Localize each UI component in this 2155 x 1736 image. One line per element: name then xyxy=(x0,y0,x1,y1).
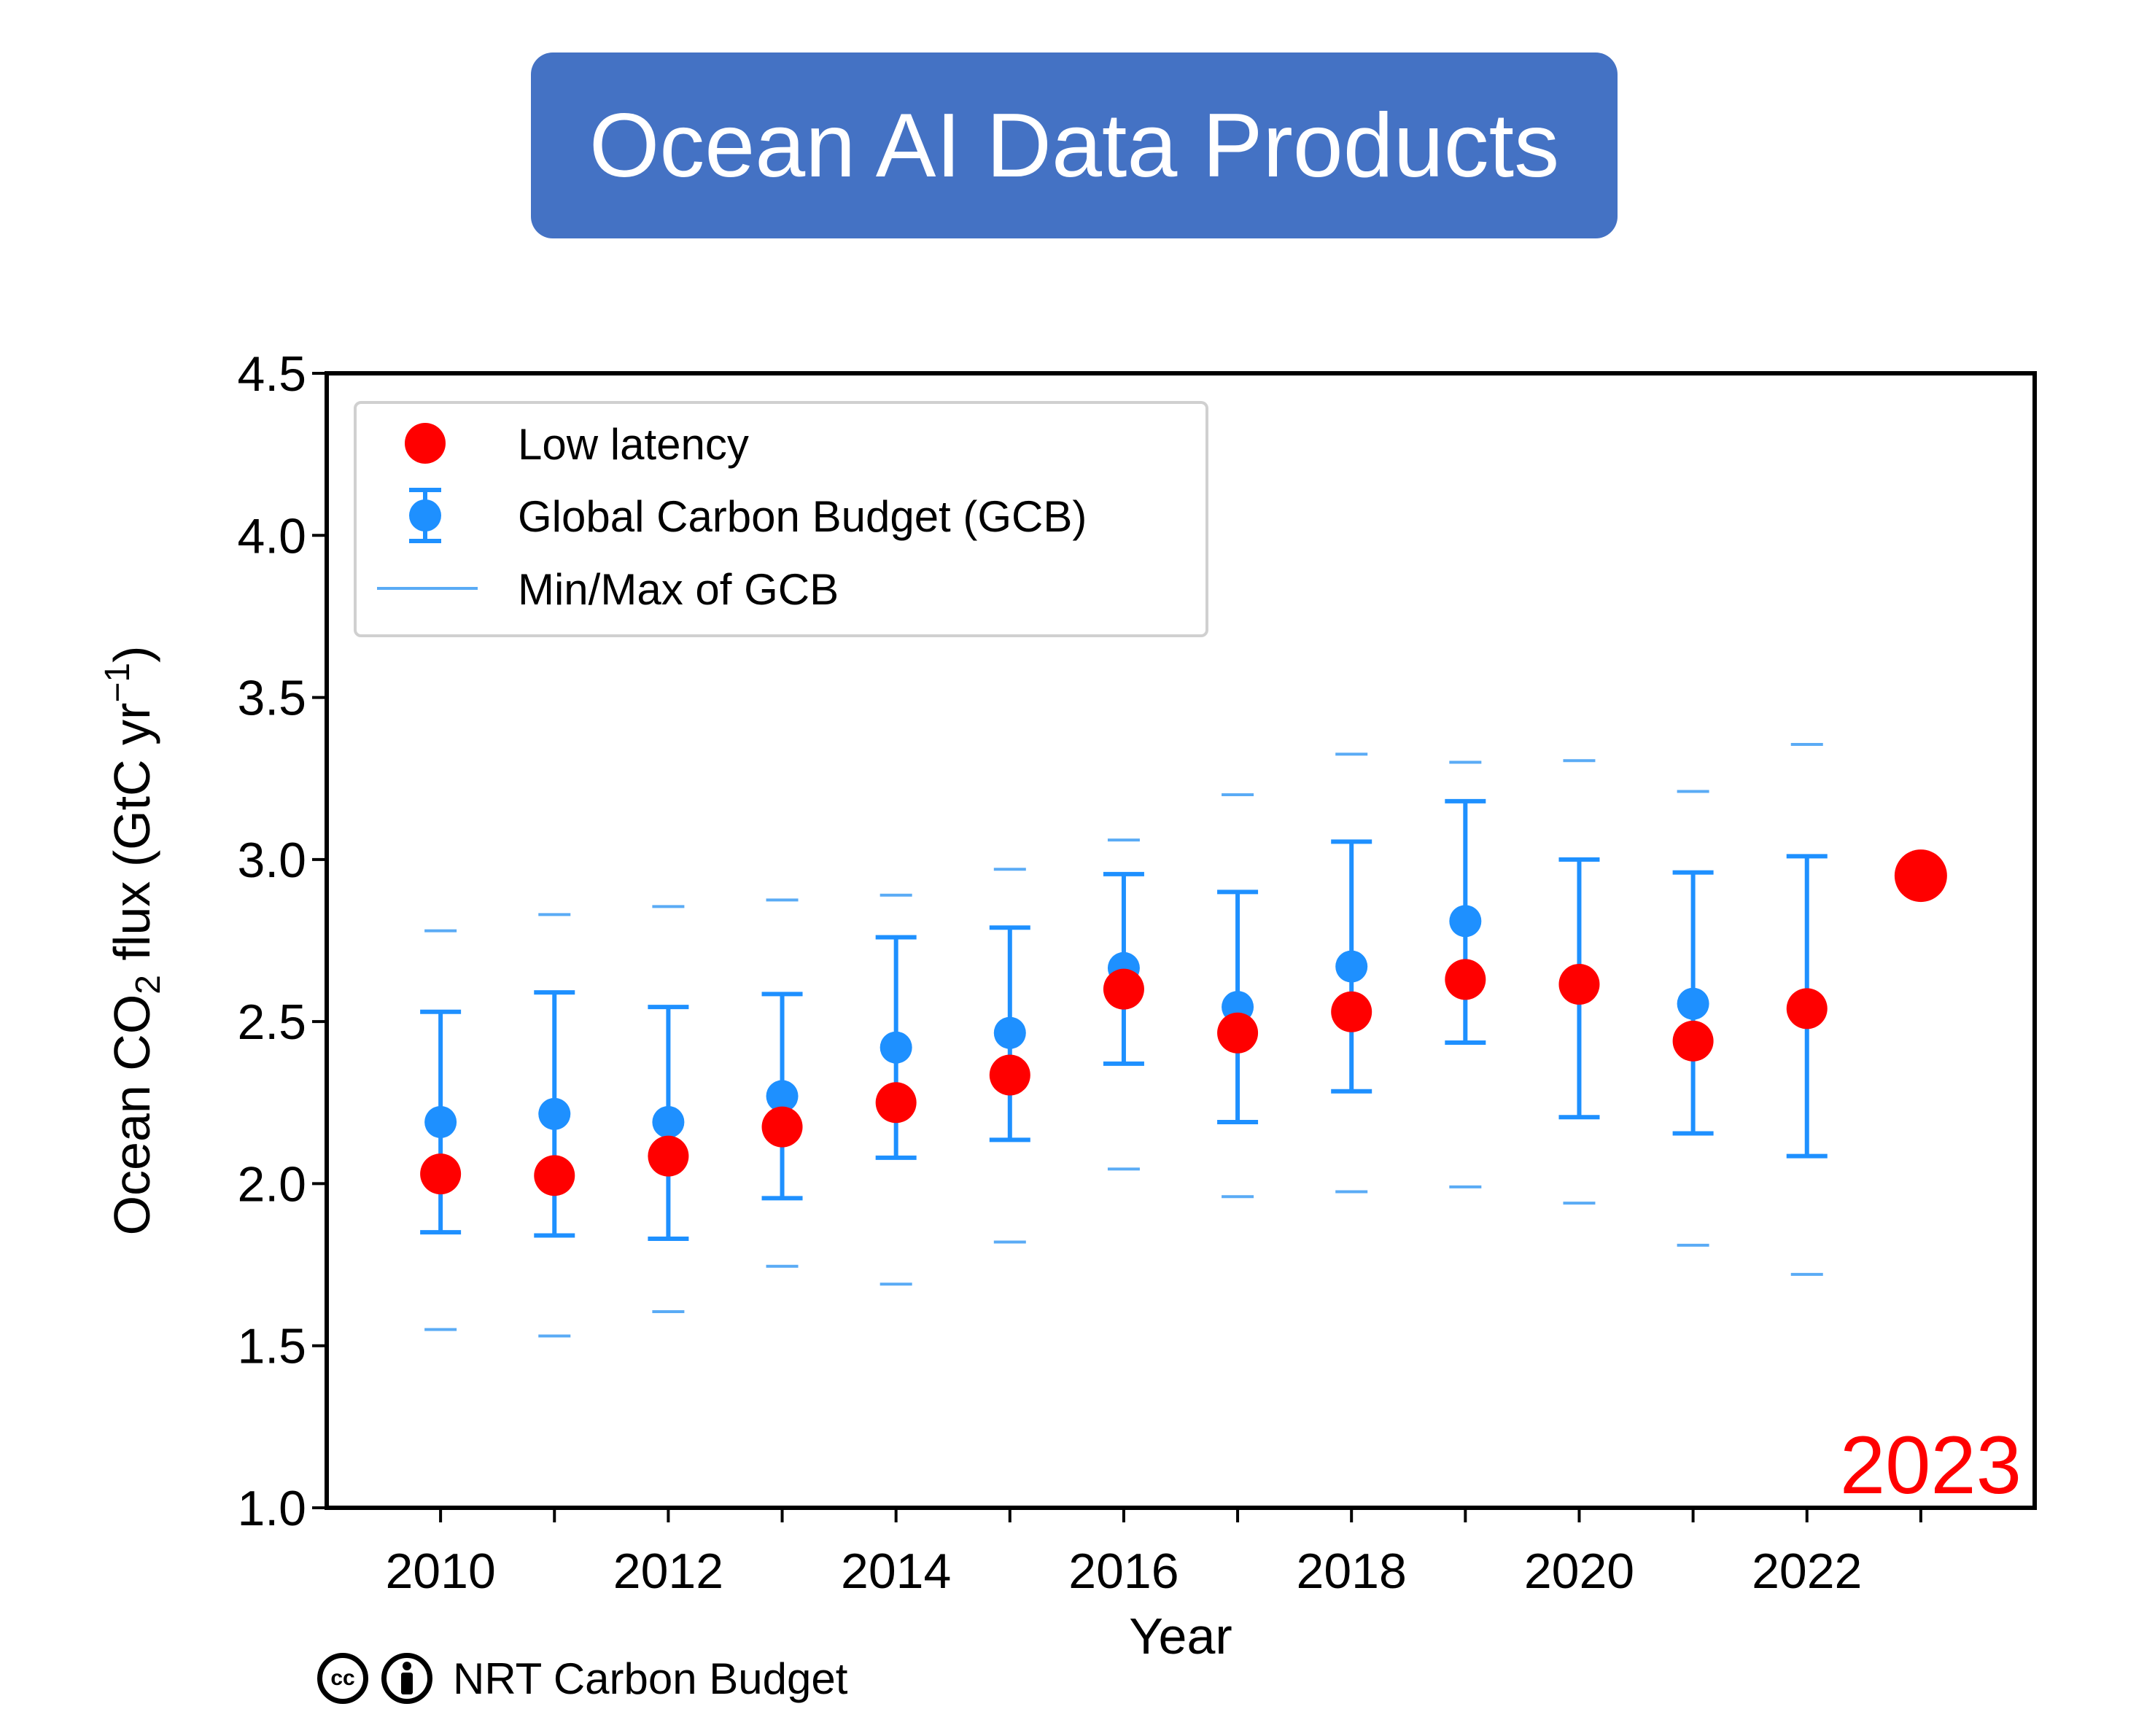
y-axis-label-main: Ocean CO xyxy=(104,994,160,1236)
low-latency-point xyxy=(989,1054,1030,1096)
x-tick-label: 2018 xyxy=(1297,1544,1407,1599)
gcb-point xyxy=(538,1097,571,1130)
legend-low-latency-label: Low latency xyxy=(518,420,749,469)
low-latency-point xyxy=(1103,968,1144,1010)
y-axis-label-superscript: −1 xyxy=(98,663,137,703)
gcb-point xyxy=(1677,987,1709,1020)
low-latency-point xyxy=(534,1155,575,1196)
year-annotation: 2023 xyxy=(1840,1420,2022,1511)
plot-frame xyxy=(325,371,2037,1510)
x-tick-label: 2020 xyxy=(1524,1544,1634,1599)
y-axis-label-close: ) xyxy=(104,646,160,663)
low-latency-point xyxy=(875,1082,917,1124)
low-latency-series xyxy=(420,849,1947,1196)
gcb-point xyxy=(652,1105,685,1138)
y-axis-label: Ocean CO2 flux (GtC yr−1) xyxy=(98,646,168,1236)
y-tick-label: 1.0 xyxy=(237,1481,306,1536)
low-latency-point xyxy=(1786,988,1828,1029)
attribution-icon xyxy=(381,1653,432,1704)
y-tick-label: 1.5 xyxy=(237,1319,306,1374)
low-latency-point xyxy=(1894,849,1947,903)
low-latency-point xyxy=(648,1135,689,1177)
y-tick-label: 4.0 xyxy=(237,508,306,564)
credit-text: NRT Carbon Budget xyxy=(453,1654,848,1703)
legend-minmax-label: Min/Max of GCB xyxy=(518,565,839,614)
gcb-series xyxy=(420,798,1828,1242)
cc-icon: cc xyxy=(317,1653,368,1704)
low-latency-point xyxy=(1558,964,1600,1005)
legend-gcb-marker xyxy=(409,488,441,543)
x-tick-label: 2016 xyxy=(1068,1544,1179,1599)
x-tick-label: 2012 xyxy=(613,1544,723,1599)
gcb-point xyxy=(993,1016,1026,1049)
legend-gcb-dot xyxy=(409,499,441,532)
person-icon xyxy=(401,1662,413,1694)
y-tick-label: 2.0 xyxy=(237,1156,306,1212)
legend-gcb-label: Global Carbon Budget (GCB) xyxy=(518,492,1087,541)
gcb-point xyxy=(424,1105,457,1138)
legend: Low latency Global Carbon Budget (GCB) M… xyxy=(354,401,1208,637)
legend-box xyxy=(354,401,1208,637)
legend-low-latency-marker xyxy=(405,423,446,464)
low-latency-point xyxy=(761,1106,803,1148)
y-tick-label: 2.5 xyxy=(237,994,306,1050)
low-latency-point xyxy=(420,1153,462,1195)
chart-title-banner: Ocean AI Data Products xyxy=(531,52,1618,238)
x-tick-label: 2022 xyxy=(1752,1544,1862,1599)
y-tick-label: 3.5 xyxy=(237,671,306,726)
low-latency-point xyxy=(1672,1020,1714,1062)
x-tick-label: 2014 xyxy=(841,1544,951,1599)
low-latency-point xyxy=(1331,991,1372,1032)
gcb-point xyxy=(880,1031,912,1064)
license-credit: cc NRT Carbon Budget xyxy=(317,1649,847,1708)
low-latency-point xyxy=(1217,1012,1259,1054)
x-tick-label: 2010 xyxy=(385,1544,495,1599)
y-tick-label: 3.0 xyxy=(237,833,306,888)
gcb-point xyxy=(766,1080,799,1113)
minmax-markers xyxy=(424,743,1823,1338)
y-axis-label-subscript: 2 xyxy=(129,975,168,994)
gcb-point xyxy=(1449,905,1482,938)
gcb-point xyxy=(1335,950,1368,983)
chart-title: Ocean AI Data Products xyxy=(589,95,1560,196)
x-axis-label: Year xyxy=(1129,1608,1232,1665)
y-tick-label: 4.5 xyxy=(237,346,306,402)
y-axis-label-unit: flux (GtC yr xyxy=(104,703,160,975)
axis-ticks: 1.0 1.5 2.0 2.5 3.0 3.5 4.0 4.5 2010 2012 2014 2016… xyxy=(237,346,1922,1599)
low-latency-point xyxy=(1445,959,1486,1000)
